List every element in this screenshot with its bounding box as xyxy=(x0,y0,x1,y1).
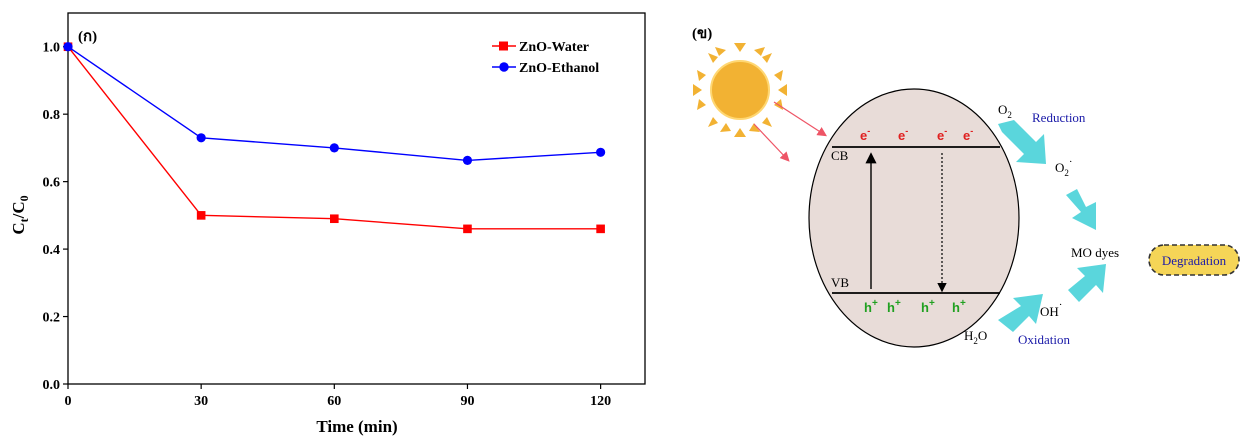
chart-axes xyxy=(67,12,646,385)
panel-label-b: (ข) xyxy=(692,26,712,42)
light-ray-1 xyxy=(773,101,828,137)
hole-3: h+ xyxy=(921,298,935,315)
y-tick-label: 0.4 xyxy=(43,243,61,258)
x-tick-label: 30 xyxy=(194,394,208,409)
degradation-badge xyxy=(1148,244,1240,276)
x-ticks: 0 30 60 90 120 xyxy=(65,384,611,409)
panel-label-a: (ก) xyxy=(78,29,97,45)
electron-1: e- xyxy=(860,126,870,143)
hole-2: h+ xyxy=(887,298,901,315)
vb-label: VB xyxy=(831,275,849,290)
electron-3: e- xyxy=(937,126,947,143)
degradation-label: Degradation xyxy=(1162,253,1227,268)
legend: ZnO-Water ZnO-Ethanol xyxy=(492,40,599,76)
series-point xyxy=(596,147,606,157)
mechanism-diagram: (ข) CB VB e- e xyxy=(692,26,1240,348)
electron-4: e- xyxy=(963,126,973,143)
x-axis-title: Time (min) xyxy=(316,417,397,436)
y-ticks: 0.0 0.2 0.4 0.6 0.8 1.0 xyxy=(43,41,68,393)
series-point xyxy=(463,224,472,234)
series-point xyxy=(462,155,473,165)
legend-marker-water xyxy=(499,41,508,51)
light-ray-2 xyxy=(753,123,790,162)
x-tick-label: 60 xyxy=(327,394,341,409)
x-tick-label: 90 xyxy=(460,394,474,409)
reduction-arrow xyxy=(998,120,1046,164)
y-tick-label: 1.0 xyxy=(43,41,61,56)
y-tick-label: 0.6 xyxy=(43,176,61,191)
hole-4: h+ xyxy=(952,298,966,315)
hole-1: h+ xyxy=(864,298,878,315)
oxidation-label: Oxidation xyxy=(1018,332,1070,347)
series-point xyxy=(330,214,339,224)
legend-marker-ethanol xyxy=(499,62,509,72)
legend-label-water: ZnO-Water xyxy=(519,40,589,55)
series-point xyxy=(596,224,605,234)
sun-icon xyxy=(693,43,787,137)
degradation-chart: 0 30 60 90 120 0.0 0.2 0.4 0.6 0.8 1.0 (ก) ZnO-Wa… xyxy=(9,12,646,436)
water-label: H2O xyxy=(964,328,987,346)
series-point xyxy=(196,133,206,143)
cb-label: CB xyxy=(831,148,849,163)
legend-label-ethanol: ZnO-Ethanol xyxy=(519,61,599,76)
plot-frame xyxy=(67,12,646,385)
reduction-label: Reduction xyxy=(1032,110,1086,125)
x-tick-label: 120 xyxy=(590,394,611,409)
series-point xyxy=(329,143,339,153)
y-tick-label: 0.2 xyxy=(43,311,61,326)
y-tick-label: 0.8 xyxy=(43,108,61,123)
hydroxyl-label: OH· xyxy=(1040,299,1062,319)
x-tick-label: 0 xyxy=(65,394,72,409)
series-point xyxy=(196,211,206,220)
superoxide-label: O2· xyxy=(1055,156,1073,178)
mo-dyes-label: MO dyes xyxy=(1071,245,1119,260)
oxidation-to-dyes-arrow xyxy=(1068,264,1106,302)
y-axis-title: Ct/C0 xyxy=(9,195,31,234)
y-tick-label: 0.0 xyxy=(43,378,61,393)
superoxide-arrow xyxy=(1066,189,1096,230)
zno-particle xyxy=(808,88,1020,348)
o2-label: O2 xyxy=(998,102,1012,120)
oxidation-arrow xyxy=(998,294,1043,332)
electron-2: e- xyxy=(898,126,908,143)
series-layer xyxy=(63,42,606,234)
series-point xyxy=(63,42,73,52)
